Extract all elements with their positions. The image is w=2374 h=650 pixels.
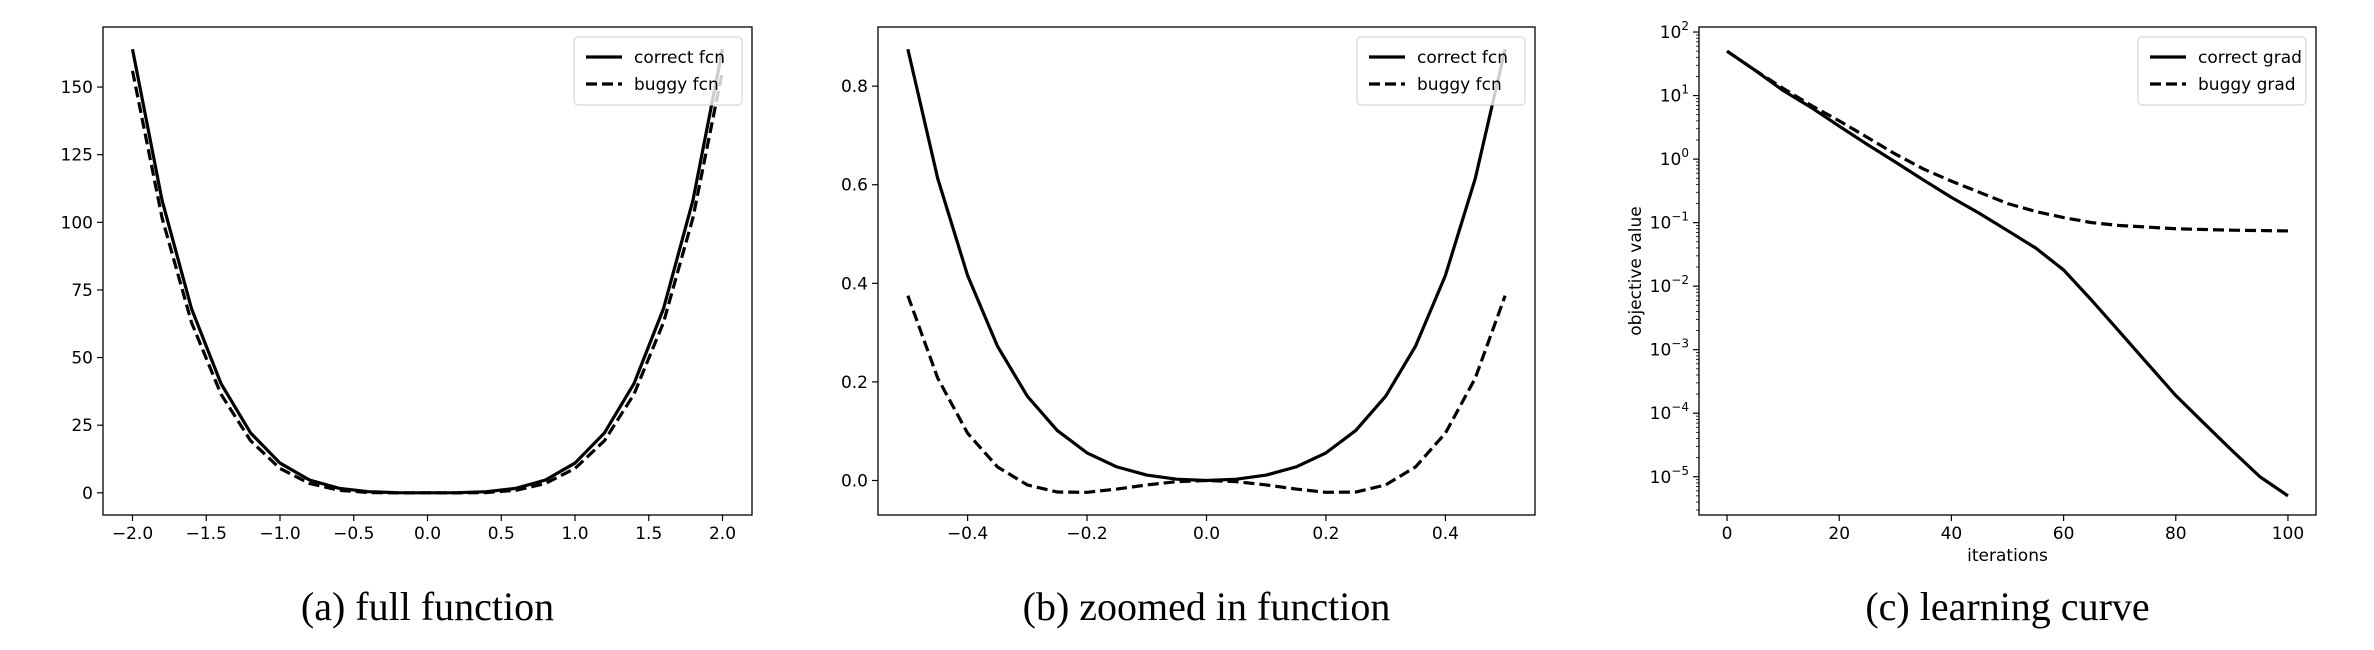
y-tick-label: 75 xyxy=(71,281,93,301)
x-tick-label: −1.0 xyxy=(259,524,300,544)
data-line xyxy=(906,48,1507,483)
caption: (a) full function xyxy=(301,584,554,629)
legend-label: correct grad xyxy=(2198,48,2302,68)
y-tick-label: 0.0 xyxy=(841,471,868,491)
y-tick-label: 0.6 xyxy=(841,176,868,196)
x-tick-label: 2.0 xyxy=(709,524,736,544)
data-line xyxy=(1726,49,2289,498)
legend-box xyxy=(573,36,743,106)
x-axis-label: iterations xyxy=(1967,546,2048,566)
y-tick-label: 102 xyxy=(1660,19,1689,43)
x-tick-label: 40 xyxy=(1941,524,1963,544)
x-tick-label: 0.4 xyxy=(1432,524,1459,544)
y-tick-label: 100 xyxy=(1660,146,1689,170)
x-tick-label: 0.0 xyxy=(1193,524,1220,544)
axes-frame xyxy=(1698,26,2317,516)
legend-box xyxy=(2137,36,2307,106)
legend-label: buggy grad xyxy=(2198,75,2296,95)
caption: (c) learning curve xyxy=(1865,584,2149,629)
y-tick-label: 10−3 xyxy=(1650,337,1689,361)
x-tick-label: 1.5 xyxy=(635,524,662,544)
y-tick-label: 0.2 xyxy=(841,373,868,393)
x-tick-label: 20 xyxy=(1828,524,1850,544)
y-tick-label: 0.4 xyxy=(841,274,868,294)
legend-label: correct fcn xyxy=(1417,48,1508,68)
y-tick-label: 10−2 xyxy=(1650,273,1689,297)
data-line xyxy=(130,48,725,495)
x-tick-label: 0.2 xyxy=(1312,524,1339,544)
x-tick-label: −0.2 xyxy=(1066,524,1107,544)
y-axis-label: objective value xyxy=(1626,206,1646,335)
y-tick-label: 10−1 xyxy=(1650,210,1689,234)
y-tick-label: 100 xyxy=(61,213,93,233)
data-line xyxy=(1726,49,2288,233)
legend-box xyxy=(1356,36,1526,106)
x-tick-label: 0.0 xyxy=(414,524,441,544)
y-tick-label: 10−5 xyxy=(1650,464,1689,488)
x-tick-label: 1.0 xyxy=(561,524,588,544)
data-line xyxy=(906,295,1507,494)
caption: (b) zoomed in function xyxy=(1023,584,1391,629)
y-tick-label: 0.8 xyxy=(841,77,868,97)
x-tick-label: −2.0 xyxy=(112,524,153,544)
legend-label: buggy fcn xyxy=(1417,75,1502,95)
x-tick-label: 0.5 xyxy=(488,524,515,544)
y-tick-label: 50 xyxy=(71,349,93,369)
y-tick-label: 0 xyxy=(82,484,93,504)
x-tick-label: 0 xyxy=(1722,524,1733,544)
y-tick-label: 10−4 xyxy=(1650,400,1689,424)
x-tick-label: 60 xyxy=(2053,524,2075,544)
y-tick-label: 101 xyxy=(1660,83,1689,107)
y-tick-label: 150 xyxy=(61,78,93,98)
y-tick-label: 125 xyxy=(61,146,93,166)
legend-label: buggy fcn xyxy=(634,75,719,95)
x-tick-label: −0.5 xyxy=(333,524,374,544)
x-tick-label: 80 xyxy=(2165,524,2187,544)
x-tick-label: −0.4 xyxy=(947,524,988,544)
x-tick-label: 100 xyxy=(2272,524,2304,544)
data-line xyxy=(130,70,725,495)
x-tick-label: −1.5 xyxy=(186,524,227,544)
y-tick-label: 25 xyxy=(71,416,93,436)
legend-label: correct fcn xyxy=(634,48,725,68)
